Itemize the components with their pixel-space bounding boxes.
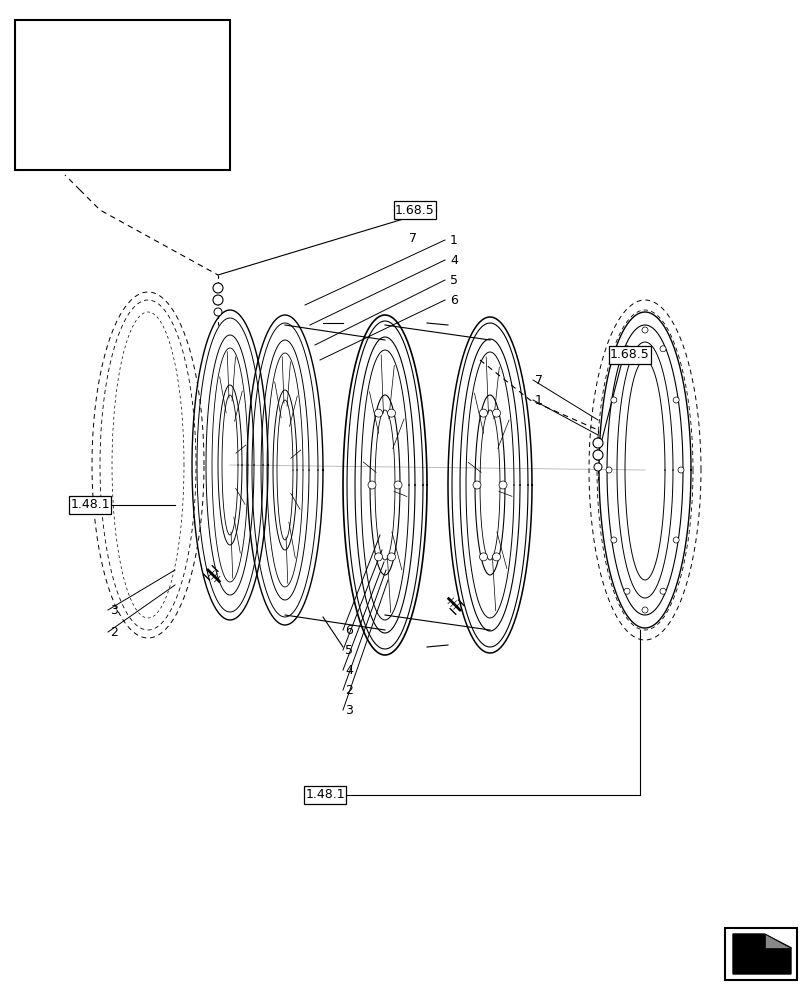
- Circle shape: [367, 481, 375, 489]
- Circle shape: [492, 409, 500, 417]
- Circle shape: [594, 463, 601, 471]
- Circle shape: [623, 588, 629, 594]
- Bar: [30, 94, 55, 132]
- Circle shape: [659, 346, 665, 352]
- Circle shape: [672, 537, 678, 543]
- Text: 1: 1: [534, 393, 543, 406]
- Text: 5: 5: [345, 644, 353, 656]
- Circle shape: [479, 409, 487, 417]
- Text: 4: 4: [345, 664, 353, 676]
- Circle shape: [672, 397, 678, 403]
- Text: 1.48.1: 1.48.1: [305, 788, 345, 802]
- FancyBboxPatch shape: [608, 346, 650, 364]
- Text: 7: 7: [409, 232, 417, 244]
- Text: 6: 6: [345, 624, 353, 637]
- Text: 3: 3: [109, 603, 118, 616]
- Text: 2: 2: [109, 626, 118, 639]
- Text: 1.68.5: 1.68.5: [609, 349, 649, 361]
- Circle shape: [592, 438, 603, 448]
- Bar: [25, 85, 60, 140]
- Circle shape: [214, 308, 221, 316]
- Text: 3: 3: [345, 704, 353, 716]
- Circle shape: [374, 409, 382, 417]
- Circle shape: [479, 553, 487, 561]
- Polygon shape: [764, 934, 790, 948]
- Circle shape: [592, 450, 603, 460]
- Text: 1.68.5: 1.68.5: [395, 204, 435, 217]
- Circle shape: [374, 553, 382, 561]
- Circle shape: [212, 283, 223, 293]
- Text: 5: 5: [449, 273, 457, 286]
- Text: 1.48.1: 1.48.1: [70, 498, 109, 512]
- FancyBboxPatch shape: [69, 496, 111, 514]
- Circle shape: [610, 397, 616, 403]
- Circle shape: [642, 607, 647, 613]
- Circle shape: [387, 409, 395, 417]
- Circle shape: [212, 295, 223, 305]
- Circle shape: [387, 553, 395, 561]
- Bar: [75, 85, 130, 140]
- Circle shape: [499, 481, 506, 489]
- Circle shape: [610, 537, 616, 543]
- Bar: [724, 928, 796, 980]
- Text: 4: 4: [449, 253, 457, 266]
- Circle shape: [473, 481, 480, 489]
- Circle shape: [659, 588, 665, 594]
- Bar: [80, 92, 125, 132]
- Polygon shape: [732, 934, 790, 974]
- FancyBboxPatch shape: [393, 201, 436, 219]
- Text: 7: 7: [534, 373, 543, 386]
- Circle shape: [642, 327, 647, 333]
- Text: 2: 2: [345, 684, 353, 696]
- Circle shape: [677, 467, 683, 473]
- Circle shape: [605, 467, 611, 473]
- Circle shape: [393, 481, 401, 489]
- Text: 6: 6: [449, 294, 457, 306]
- Circle shape: [623, 346, 629, 352]
- Circle shape: [492, 553, 500, 561]
- FancyBboxPatch shape: [303, 786, 345, 804]
- Bar: [15, 20, 230, 170]
- Text: 1: 1: [449, 233, 457, 246]
